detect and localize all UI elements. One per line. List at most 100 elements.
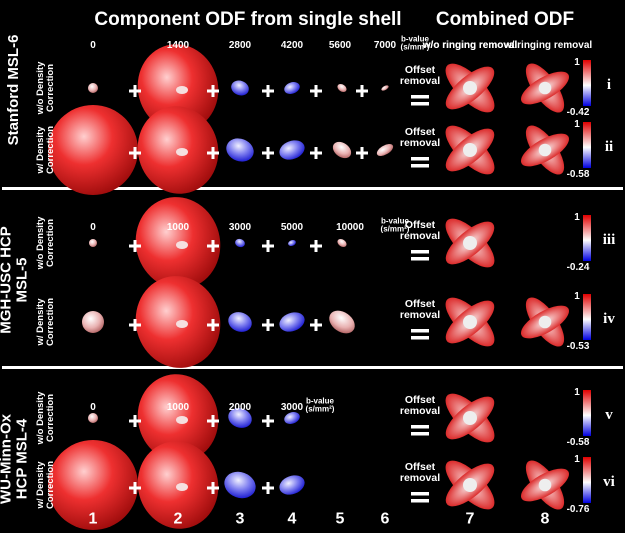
plus-sign <box>314 85 318 97</box>
plus-sign <box>133 319 137 331</box>
odf-glyph <box>284 412 300 424</box>
equals-sign <box>411 336 429 340</box>
equals-sign <box>411 157 429 161</box>
odf-center <box>463 143 477 157</box>
b-value-label: 1000 <box>166 401 190 413</box>
odf-glyph <box>376 144 394 156</box>
odf-center <box>463 411 477 425</box>
equals-sign <box>411 425 429 429</box>
odf-glyph <box>231 80 249 96</box>
b-value-label: 4200 <box>280 39 304 51</box>
offset-removal-label: Offset removal <box>399 63 441 87</box>
b-value-label: 3000 <box>228 221 252 233</box>
b-value-label: 0 <box>90 401 96 413</box>
b-value-label: 3000 <box>280 401 304 413</box>
offset-removal-label: Offset removal <box>399 125 441 149</box>
odf-glyph <box>89 239 97 247</box>
b-value-label: 5000 <box>280 221 304 233</box>
b-value-unit: b-value (s/mm²) <box>305 396 335 414</box>
column-number: 8 <box>540 510 550 528</box>
colorbar-max: 1 <box>574 211 580 223</box>
column-number: 1 <box>88 510 98 528</box>
odf-glyph <box>288 240 296 246</box>
odf-glyph <box>329 310 355 334</box>
panel-separator <box>2 187 623 190</box>
panel-label: WU-Minn-Ox HCP MSL-4 <box>0 414 30 504</box>
density-label: w/o Density Correction <box>35 391 56 445</box>
b-value-unit: b-value (s/mm²) <box>380 216 410 234</box>
odf-dimple <box>176 483 188 491</box>
plus-sign <box>133 240 137 252</box>
colorbar-max: 1 <box>574 56 580 68</box>
row-id: i <box>606 77 612 94</box>
plus-sign <box>133 415 137 427</box>
equals-sign <box>411 257 429 261</box>
plus-sign <box>266 85 270 97</box>
b-value-label: 5600 <box>328 39 352 51</box>
odf-glyph <box>381 85 389 91</box>
odf-dimple <box>176 241 188 249</box>
offset-removal-label: Offset removal <box>399 297 441 321</box>
odf-glyph <box>48 440 138 530</box>
plus-sign <box>211 482 215 494</box>
equals-sign <box>411 432 429 436</box>
plus-sign <box>133 147 137 159</box>
b-value-label: 10000 <box>336 221 364 233</box>
b-value-unit: b-value (s/mm²) <box>400 34 430 52</box>
column-header: w/ ringing removal <box>503 39 593 51</box>
combined-title: Combined ODF <box>435 9 575 31</box>
offset-removal-label: Offset removal <box>399 393 441 417</box>
odf-glyph <box>88 413 98 423</box>
plus-sign <box>211 319 215 331</box>
colorbar <box>583 294 591 340</box>
panel-separator <box>2 366 623 369</box>
density-label: w/o Density Correction <box>35 216 56 270</box>
b-value-label: 1400 <box>166 39 190 51</box>
odf-glyph <box>228 312 252 332</box>
plus-sign <box>266 240 270 252</box>
density-label: w/ Density Correction <box>35 297 56 347</box>
colorbar-max: 1 <box>574 290 580 302</box>
equals-sign <box>411 492 429 496</box>
panel-label: MGH-USC HCP MSL-5 <box>0 226 30 334</box>
colorbar-max: 1 <box>574 453 580 465</box>
odf-glyph <box>226 138 254 162</box>
plus-sign <box>211 147 215 159</box>
plus-sign <box>133 482 137 494</box>
odf-glyph <box>228 408 252 428</box>
odf-glyph <box>332 141 352 159</box>
density-label: w/ Density Correction <box>35 460 56 510</box>
colorbar <box>583 215 591 261</box>
equals-sign <box>411 102 429 106</box>
odf-center <box>538 478 552 492</box>
odf-glyph <box>88 83 98 93</box>
plus-sign <box>211 240 215 252</box>
odf-glyph <box>235 238 245 248</box>
odf-glyph <box>337 83 347 93</box>
colorbar-min: -0.24 <box>566 261 590 273</box>
colorbar <box>583 122 591 168</box>
plus-sign <box>266 319 270 331</box>
odf-glyph <box>279 140 305 160</box>
b-value-label: 1000 <box>166 221 190 233</box>
equals-sign <box>411 329 429 333</box>
column-number: 7 <box>465 510 475 528</box>
colorbar <box>583 60 591 106</box>
equals-sign <box>411 499 429 503</box>
equals-sign <box>411 250 429 254</box>
density-label: w/o Density Correction <box>35 61 56 115</box>
column-header: w/o ringing removal <box>422 39 518 51</box>
column-header: w/o ringing removal <box>422 39 518 51</box>
colorbar-max: 1 <box>574 386 580 398</box>
panel-label: Stanford MSL-6 <box>5 34 23 146</box>
plus-sign <box>314 240 318 252</box>
b-value-label: 2800 <box>228 39 252 51</box>
odf-center <box>463 81 477 95</box>
equals-sign <box>411 95 429 99</box>
plus-sign <box>360 147 364 159</box>
plus-sign <box>360 85 364 97</box>
odf-glyph <box>48 105 138 195</box>
odf-glyph <box>279 475 305 495</box>
